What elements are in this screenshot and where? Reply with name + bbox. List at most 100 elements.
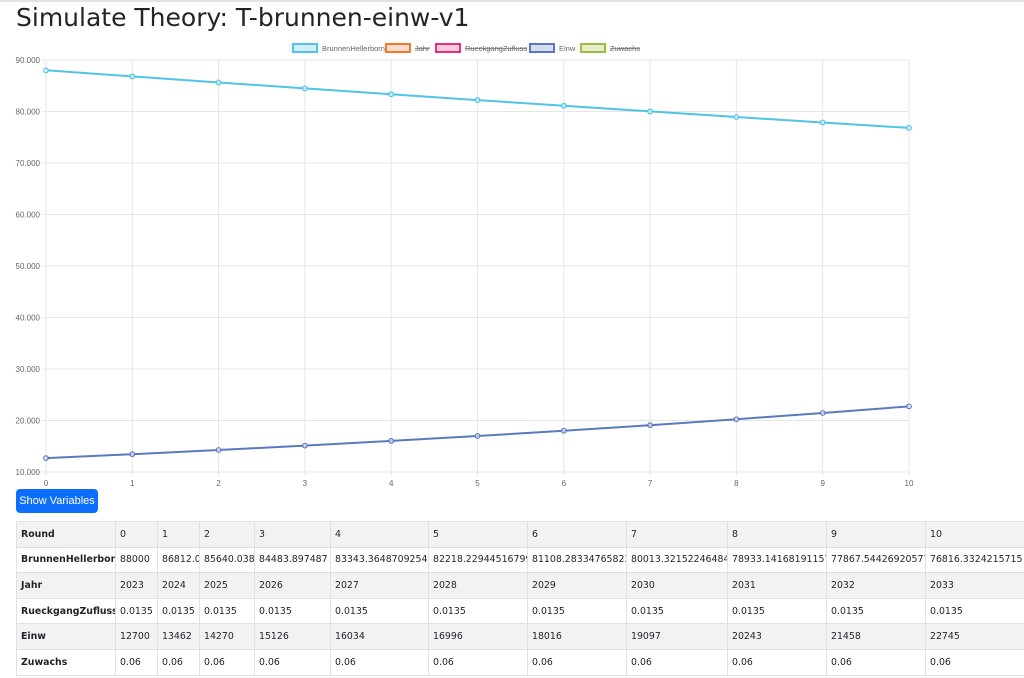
table-cell: 6: [527, 521, 627, 548]
legend-item-zuwachs[interactable]: Zuwachs: [580, 43, 640, 53]
data-point-brunnenhellerborn: [388, 91, 395, 98]
legend-label: Einw: [559, 44, 576, 53]
y-tick-label: 70.000: [16, 159, 41, 168]
row-label: Einw: [16, 623, 116, 650]
table-cell: 0.0135: [925, 597, 1024, 625]
y-tick-label: 60.000: [16, 211, 41, 220]
table-cell: 0.06: [330, 648, 429, 676]
legend-label: RueckgangZufluss: [465, 44, 527, 53]
data-point-brunnenhellerborn: [560, 102, 567, 109]
table-cell: 85640.038: [199, 546, 255, 574]
data-point-brunnenhellerborn: [43, 67, 49, 74]
table-cell: 0.0135: [115, 597, 158, 625]
table-row: BrunnenHellerborn 88000 86812.0 85640.038 84…: [16, 546, 1024, 574]
chart-series: [43, 67, 912, 461]
table-cell: 81108.28334765823: [527, 546, 627, 574]
table-cell: 0.0135: [626, 597, 728, 625]
table-cell: 2023: [115, 572, 158, 599]
table-cell: 0.06: [428, 648, 528, 676]
simulation-line-chart: BrunnenHellerborn Jahr RueckgangZufluss Ein…: [16, 43, 914, 488]
table-cell: 0.06: [626, 648, 728, 676]
legend-label: BrunnenHellerborn: [322, 44, 385, 53]
table-cell: 76816.3324215715: [925, 546, 1024, 574]
table-cell: 0.0135: [527, 597, 627, 625]
table-cell: 0.0135: [157, 597, 200, 625]
row-label: Round: [16, 521, 116, 548]
table-cell: 0.06: [727, 648, 827, 676]
y-tick-label: 10.000: [16, 468, 41, 477]
x-tick-label: 0: [44, 479, 49, 488]
table-cell: 1: [157, 521, 200, 548]
legend-label: Jahr: [415, 44, 430, 53]
x-tick-label: 1: [130, 479, 135, 488]
data-point-einw: [215, 447, 222, 453]
data-point-einw: [560, 427, 567, 434]
table-cell: 0.0135: [199, 597, 255, 625]
row-label: Zuwachs: [16, 648, 116, 676]
legend-swatch: [580, 43, 606, 53]
data-point-einw: [302, 442, 308, 449]
table-cell: 4: [330, 521, 429, 548]
x-tick-label: 8: [734, 479, 739, 488]
table-cell: 88000: [115, 546, 158, 574]
variables-table: Round 0 1 2 3 4 5 6 7 8 9 10 BrunnenHellerborn 88000 8…: [16, 521, 1024, 676]
table-cell: 9: [826, 521, 926, 548]
table-cell: 15126: [254, 623, 331, 650]
chart-legend: BrunnenHellerborn Jahr RueckgangZufluss Ein…: [292, 43, 640, 53]
table-cell: 8: [727, 521, 827, 548]
table-cell: 0.06: [527, 648, 627, 676]
table-cell: 83343.36487092549: [330, 546, 429, 574]
table-cell: 2027: [330, 572, 429, 599]
y-tick-label: 50.000: [16, 262, 41, 271]
table-cell: 77867.54426920577: [826, 546, 926, 574]
data-point-brunnenhellerborn: [647, 108, 653, 115]
legend-swatch: [292, 43, 318, 53]
table-cell: 86812.0: [157, 546, 200, 574]
table-header-row: Round 0 1 2 3 4 5 6 7 8 9 10: [16, 521, 1024, 548]
data-point-brunnenhellerborn: [129, 73, 136, 80]
table-row: RueckgangZufluss 0.0135 0.0135 0.0135 0.0135…: [16, 597, 1024, 625]
data-point-brunnenhellerborn: [906, 124, 912, 131]
x-tick-label: 5: [475, 479, 480, 488]
table-cell: 2026: [254, 572, 331, 599]
table-cell: 14270: [199, 623, 255, 650]
table-cell: 18016: [527, 623, 627, 650]
table-cell: 0.06: [199, 648, 255, 676]
table-cell: 16996: [428, 623, 528, 650]
legend-swatch: [435, 43, 461, 53]
data-point-brunnenhellerborn: [215, 79, 222, 86]
table-cell: 2025: [199, 572, 255, 599]
table-cell: 0.06: [115, 648, 158, 676]
legend-item-rueckgangzufluss[interactable]: RueckgangZufluss: [435, 43, 527, 53]
legend-item-einw[interactable]: Einw: [529, 43, 576, 53]
x-tick-label: 2: [216, 479, 221, 488]
legend-swatch: [385, 43, 411, 53]
data-point-einw: [129, 451, 136, 458]
table-cell: 2: [199, 521, 255, 548]
table-cell: 2028: [428, 572, 528, 599]
table-cell: 2033: [925, 572, 1024, 599]
legend-item-jahr[interactable]: Jahr: [385, 43, 430, 53]
page-title: Simulate Theory: T-brunnen-einw-v1: [16, 3, 470, 32]
table-cell: 19097: [626, 623, 728, 650]
row-label: Jahr: [16, 572, 116, 599]
x-tick-label: 3: [303, 479, 308, 488]
table-cell: 0.0135: [330, 597, 429, 625]
y-tick-label: 90.000: [16, 56, 41, 65]
table-cell: 5: [428, 521, 528, 548]
show-variables-button[interactable]: Show Variables: [16, 489, 98, 513]
table-cell: 0.0135: [826, 597, 926, 625]
table-cell: 20243: [727, 623, 827, 650]
data-point-einw: [733, 416, 740, 423]
row-label: RueckgangZufluss: [16, 597, 116, 625]
top-border: [0, 0, 1024, 2]
legend-label: Zuwachs: [610, 44, 640, 53]
legend-item-brunnenhellerborn[interactable]: BrunnenHellerborn: [292, 43, 385, 53]
data-point-einw: [43, 455, 49, 461]
table-cell: 16034: [330, 623, 429, 650]
table-cell: 0.0135: [428, 597, 528, 625]
data-point-einw: [647, 422, 653, 429]
data-point-einw: [474, 433, 481, 439]
table-cell: 2029: [527, 572, 627, 599]
x-tick-label: 10: [905, 479, 914, 488]
